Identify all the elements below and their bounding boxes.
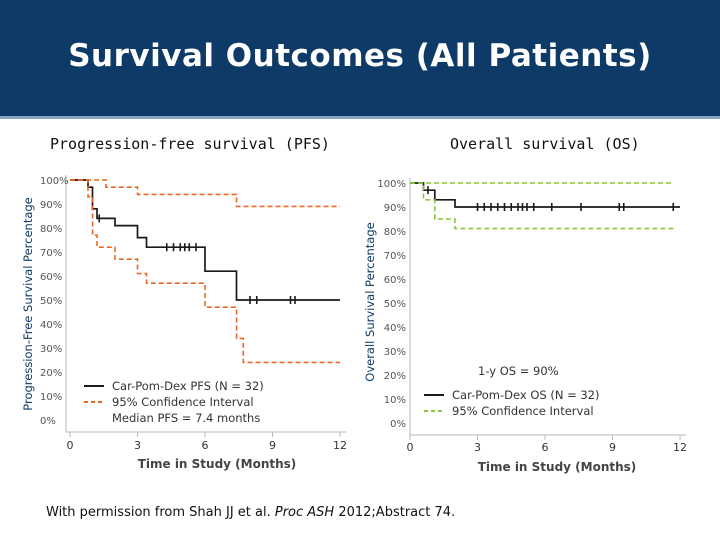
os-legend-label: Car-Pom-Dex OS (N = 32) (452, 388, 599, 402)
pfs-y-axis-label: Progression-Free Survival Percentage (21, 197, 35, 411)
os-y-tick-label: 10% (384, 395, 406, 406)
os-annotation: 1-y OS = 90% (478, 364, 559, 378)
pfs-x-axis-label: Time in Study (Months) (138, 457, 297, 471)
pfs-ci-line (70, 179, 340, 364)
citation-footer: With permission from Shah JJ et al. Proc… (46, 505, 455, 520)
pfs-x-tick-label: 6 (202, 439, 209, 452)
slide-title: Survival Outcomes (All Patients) (68, 38, 652, 74)
citation-text: With permission from Shah JJ et al. (46, 505, 275, 520)
os-x-axis-label: Time in Study (Months) (478, 460, 637, 474)
os-y-tick-label: 100% (377, 179, 406, 190)
citation-details: 2012;Abstract 74. (334, 505, 456, 520)
os-ci-line (410, 182, 674, 230)
os-x-tick-label: 9 (609, 441, 616, 454)
os-y-tick-label: 20% (384, 371, 406, 382)
pfs-x-tick-label: 0 (67, 439, 74, 452)
os-y-tick-label: 30% (384, 347, 406, 358)
pfs-y-tick-label: 100% (40, 176, 69, 187)
pfs-ci-line (70, 179, 340, 208)
os-y-tick-label: 80% (384, 227, 406, 238)
os-y-tick-label: 70% (384, 251, 406, 262)
pfs-x-tick-label: 9 (269, 439, 276, 452)
os-y-axis-label: Overall Survival Percentage (363, 222, 377, 381)
pfs-panel-title: Progression-free survival (PFS) (50, 135, 330, 153)
os-y-tick-label: 60% (384, 275, 406, 286)
pfs-survival-line (70, 179, 340, 301)
citation-journal: Proc ASH (274, 505, 335, 520)
os-x-tick-label: 0 (407, 441, 414, 454)
pfs-y-tick-label: 70% (40, 248, 62, 259)
pfs-y-tick-label: 60% (40, 272, 62, 283)
title-divider (0, 116, 720, 119)
pfs-y-tick-label: 10% (40, 392, 62, 403)
pfs-y-tick-label: 30% (40, 344, 62, 355)
pfs-x-tick-label: 12 (333, 439, 347, 452)
os-x-tick-label: 6 (542, 441, 549, 454)
os-legend-label: 95% Confidence Interval (452, 404, 594, 418)
pfs-y-tick-label: 90% (40, 200, 62, 211)
pfs-legend-label: Car-Pom-Dex PFS (N = 32) (112, 379, 264, 393)
pfs-y-tick-label: 20% (40, 368, 62, 379)
pfs-y-tick-label: 40% (40, 320, 62, 331)
pfs-legend-note: Median PFS = 7.4 months (112, 411, 260, 425)
pfs-y-tick-label: 0% (40, 416, 56, 427)
os-x-tick-label: 12 (673, 441, 687, 454)
os-y-tick-label: 40% (384, 323, 406, 334)
title-bar (0, 0, 720, 118)
pfs-y-tick-label: 50% (40, 296, 62, 307)
os-y-tick-label: 0% (390, 419, 406, 430)
pfs-x-tick-label: 3 (134, 439, 141, 452)
os-survival-line (410, 182, 680, 208)
os-panel-title: Overall survival (OS) (450, 135, 640, 153)
os-y-tick-label: 90% (384, 203, 406, 214)
pfs-y-tick-label: 80% (40, 224, 62, 235)
os-y-tick-label: 50% (384, 299, 406, 310)
os-x-tick-label: 3 (474, 441, 481, 454)
pfs-legend-label: 95% Confidence Interval (112, 395, 254, 409)
